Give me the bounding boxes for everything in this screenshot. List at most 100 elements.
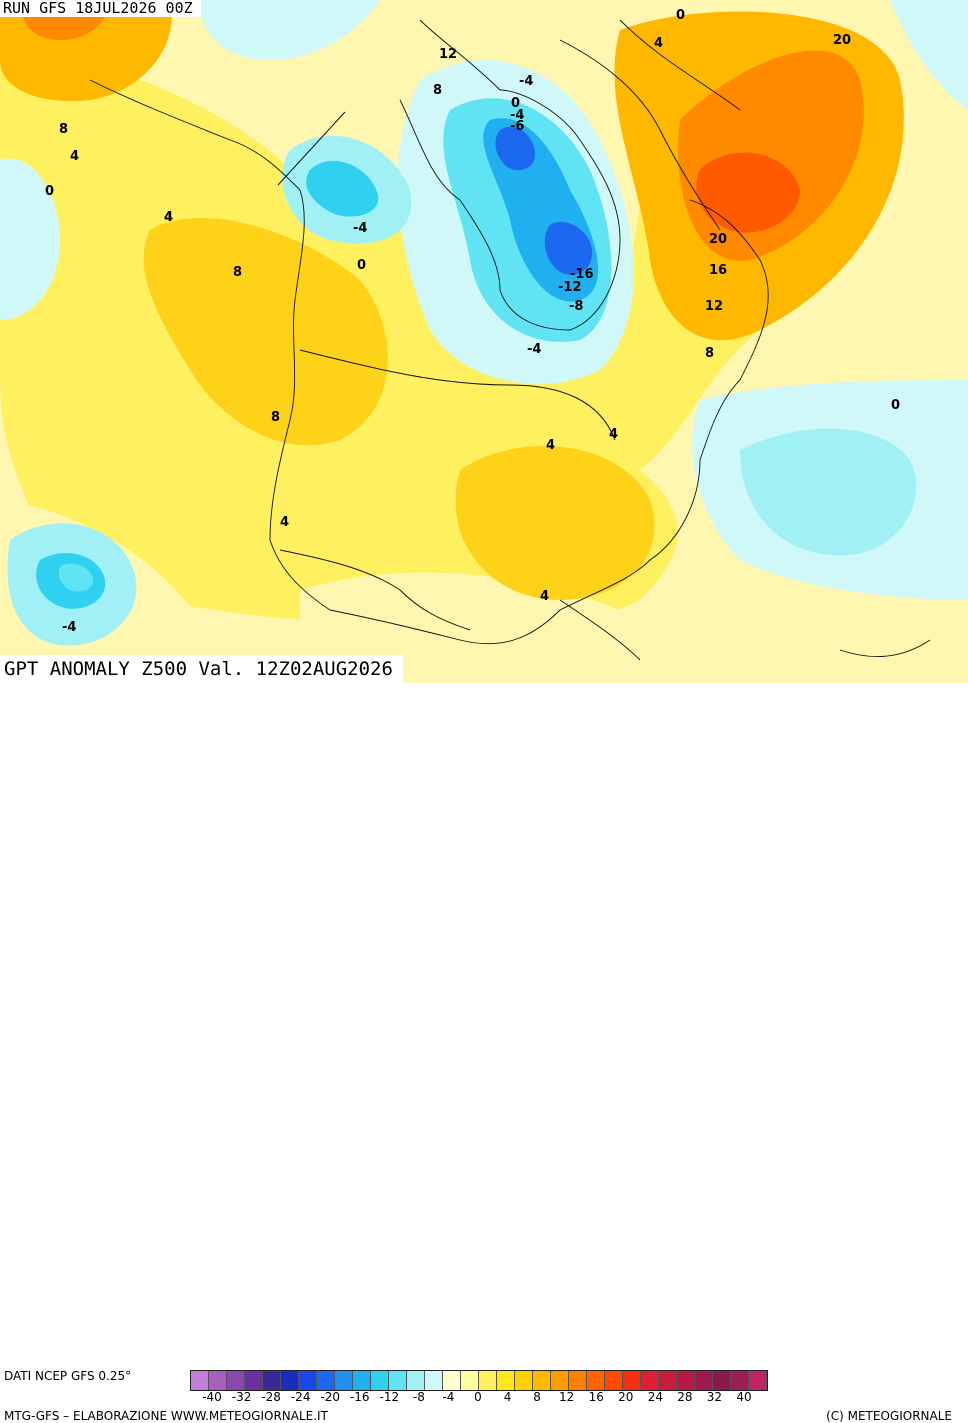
anomaly-field-hudson-low-core: [544, 221, 593, 275]
colorbar-swatch: [749, 1371, 767, 1390]
colorbar-swatch: [443, 1371, 461, 1390]
colorbar-tick: 12: [559, 1390, 575, 1404]
contour-labels: 0 4 12 8 -4 0 -4 -6 4 20 8 4 0 4 8 -4 0 …: [45, 8, 900, 635]
anomaly-field-baffin-low-core: [495, 126, 535, 171]
anomaly-map: 0 4 12 8 -4 0 -4 -6 4 20 8 4 0 4 8 -4 0 …: [0, 0, 968, 683]
colorbar-tick: -16: [349, 1390, 370, 1404]
contour-label: 0: [891, 398, 900, 413]
contour-label: 8: [705, 346, 714, 361]
coastlines: [89, 19, 931, 661]
colorbar-swatch: [281, 1371, 299, 1390]
anomaly-field-arctic-east: [890, 0, 968, 110]
anomaly-field-pacific-pale: [0, 158, 60, 320]
contour-label: -4: [510, 108, 524, 123]
colorbar-swatch: [695, 1371, 713, 1390]
contour-label: 4: [654, 36, 663, 51]
contour-label: -12: [558, 280, 582, 295]
colorbar-swatch: [209, 1371, 227, 1390]
colorbar-swatch: [389, 1371, 407, 1390]
colorbar-tick: -32: [231, 1390, 252, 1404]
colorbar-swatch: [605, 1371, 623, 1390]
contour-label: 0: [676, 8, 685, 23]
colorbar-swatch: [425, 1371, 443, 1390]
colorbar-tick: -40: [202, 1390, 222, 1404]
colorbar: [190, 1370, 768, 1391]
legend-panel: DATI NCEP GFS 0.25° -40 -32 -28 -24 -20 -16 -1…: [0, 683, 968, 1423]
colorbar-swatch: [353, 1371, 371, 1390]
colorbar-swatch: [299, 1371, 317, 1390]
contour-label: 0: [357, 258, 366, 273]
colorbar-swatch: [641, 1371, 659, 1390]
anomaly-field-arctic-pale: [200, 0, 380, 60]
colorbar-swatch: [587, 1371, 605, 1390]
contour-label: 4: [164, 210, 173, 225]
anomaly-field-south-lobe: [455, 446, 655, 600]
colorbar-tick: -8: [412, 1390, 425, 1404]
colorbar-swatch: [407, 1371, 425, 1390]
colorbar-tick: 4: [503, 1390, 512, 1404]
colorbar-swatch: [659, 1371, 677, 1390]
colorbar-tick: 40: [736, 1390, 752, 1404]
contour-label: 8: [233, 265, 242, 280]
colorbar-swatch: [479, 1371, 497, 1390]
contour-label: 4: [70, 149, 79, 164]
colorbar-swatch: [317, 1371, 335, 1390]
colorbar-swatch: [713, 1371, 731, 1390]
colorbar-tick: -28: [261, 1390, 281, 1404]
footer-credit: MTG-GFS – ELABORAZIONE WWW.METEOGIORNALE…: [4, 1409, 328, 1423]
anomaly-field-west-lobe: [143, 218, 388, 446]
colorbar-tick: 20: [618, 1390, 634, 1404]
contour-label: 0: [511, 96, 520, 111]
colorbar-swatch: [533, 1371, 551, 1390]
colorbar-tick: -12: [379, 1390, 400, 1404]
colorbar-swatch: [191, 1371, 209, 1390]
contour-label: -4: [527, 342, 541, 357]
colorbar-ticks: -40 -32 -28 -24 -20 -16 -12 -8 -4 0 4 8 12 16 20 24 28 32…: [190, 1390, 968, 1406]
colorbar-swatch: [461, 1371, 479, 1390]
colorbar-swatch: [497, 1371, 515, 1390]
colorbar-tick: -4: [442, 1390, 455, 1404]
contour-label: 4: [540, 589, 549, 604]
contour-label: 12: [705, 299, 723, 314]
map-canvas: 0 4 12 8 -4 0 -4 -6 4 20 8 4 0 4 8 -4 0 …: [0, 0, 968, 683]
colorbar-swatch: [371, 1371, 389, 1390]
colorbar-tick: 16: [588, 1390, 604, 1404]
footer-copyright: (C) METEOGIORNALE: [826, 1409, 952, 1423]
anomaly-field-greenland-peak: [696, 152, 800, 233]
colorbar-swatch: [551, 1371, 569, 1390]
colorbar-swatch: [623, 1371, 641, 1390]
colorbar-swatch: [515, 1371, 533, 1390]
contour-label: 4: [609, 427, 618, 442]
anomaly-field-atlantic-low-inner: [740, 428, 917, 556]
colorbar-tick: 24: [647, 1390, 663, 1404]
contour-label: -4: [519, 74, 533, 89]
contour-label: 16: [709, 263, 727, 278]
data-source-label: DATI NCEP GFS 0.25°: [4, 1369, 132, 1383]
contour-label: -8: [569, 299, 583, 314]
contour-label: 20: [833, 33, 851, 48]
contour-label: 0: [45, 184, 54, 199]
colorbar-tick: 32: [706, 1390, 723, 1404]
run-label: RUN GFS 18JUL2026 00Z: [0, 0, 201, 17]
anomaly-field-pacific-low-eye: [58, 563, 93, 592]
contour-label: 8: [59, 122, 68, 137]
colorbar-swatch: [227, 1371, 245, 1390]
contour-label: 8: [271, 410, 280, 425]
colorbar-swatch: [245, 1371, 263, 1390]
colorbar-tick: 8: [533, 1390, 541, 1404]
contour-label: 4: [280, 515, 289, 530]
contour-label: 20: [709, 232, 727, 247]
colorbar-swatch: [263, 1371, 281, 1390]
colorbar-tick: -20: [320, 1390, 341, 1404]
anomaly-field-southeast-pale: [300, 572, 968, 683]
anomaly-field-alaska-low-core: [306, 160, 379, 217]
contour-label: 12: [439, 47, 457, 62]
contour-label: 8: [433, 83, 442, 98]
colorbar-swatch: [335, 1371, 353, 1390]
map-title: GPT ANOMALY Z500 Val. 12Z02AUG2026: [0, 655, 403, 683]
colorbar-tick: -24: [290, 1390, 311, 1404]
country-borders: [277, 111, 616, 631]
contour-label: -4: [62, 620, 76, 635]
colorbar-tick: 28: [677, 1390, 693, 1404]
colorbar-tick: 0: [474, 1390, 482, 1404]
